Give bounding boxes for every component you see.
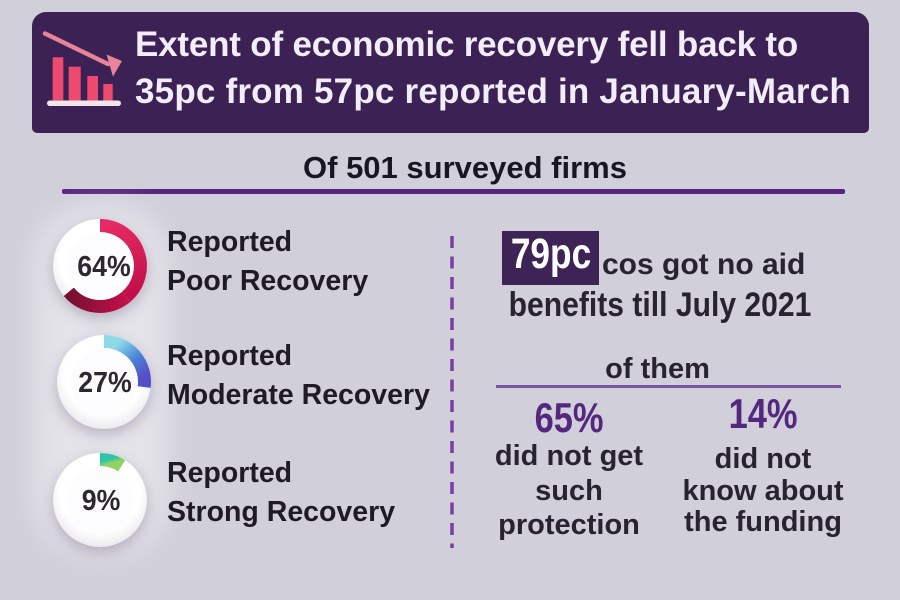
svg-text:27%: 27%: [78, 366, 132, 398]
svg-text:9%: 9%: [82, 484, 121, 516]
svg-text:64%: 64%: [77, 250, 131, 282]
